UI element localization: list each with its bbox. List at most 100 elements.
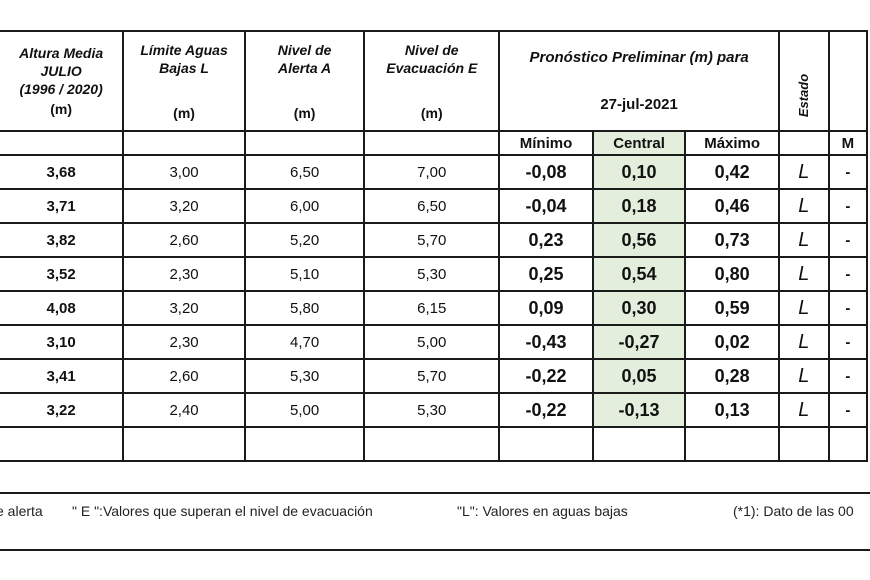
cell-pronostico-maximo: 0,46: [684, 188, 780, 224]
cell-cut: -: [827, 222, 869, 258]
cell-cut: -: [827, 290, 869, 326]
table-row: 3,71 3,20 6,00 6,50 -0,04 0,18 0,46 L -: [0, 188, 869, 224]
cell-nivel-evacuacion: 5,30: [363, 256, 501, 292]
cell-cut: -: [827, 358, 869, 394]
table-row: 4,08 3,20 5,80 6,15 0,09 0,30 0,59 L -: [0, 290, 869, 326]
header-limite-unit: (m): [173, 104, 195, 121]
cell-estado: L: [777, 256, 830, 292]
cell-nivel-evacuacion: 5,70: [363, 222, 501, 258]
cell-pronostico-maximo: 0,59: [684, 290, 780, 326]
cell-nivel-alerta: 5,10: [243, 256, 366, 292]
cell-pronostico-central: 0,54: [591, 256, 687, 292]
header-nivel-alerta: Nivel de Alerta A (m): [243, 30, 366, 132]
subheader-empty: [0, 130, 125, 156]
cell-pronostico-central: 0,10: [591, 154, 687, 190]
subheader-cut: M: [827, 130, 869, 156]
table-row: 3,82 2,60 5,20 5,70 0,23 0,56 0,73 L -: [0, 222, 869, 258]
cell-pronostico-minimo: -0,22: [498, 392, 594, 428]
cell-estado: L: [777, 358, 830, 394]
cell-pronostico-maximo: 0,73: [684, 222, 780, 258]
header-limite-aguas-bajas: Límite Aguas Bajas L (m): [122, 30, 246, 132]
cell-cut: -: [827, 154, 869, 190]
cell-cut: -: [827, 392, 869, 428]
header-limite-line1: Límite Aguas: [140, 41, 228, 58]
cell-nivel-evacuacion: 6,50: [363, 188, 501, 224]
cell-pronostico-maximo: 0,28: [684, 358, 780, 394]
cell-limite-aguas-bajas: 3,20: [122, 188, 246, 224]
header-estado: Estado: [777, 30, 830, 132]
cell-altura-media: 3,10: [0, 324, 125, 360]
subheader-empty: [777, 130, 830, 156]
footnote-dato: (*1): Dato de las 00: [733, 503, 854, 519]
cell-cut: -: [827, 188, 869, 224]
table-row: 3,52 2,30 5,10 5,30 0,25 0,54 0,80 L -: [0, 256, 869, 292]
cell-pronostico-central: -0,27: [591, 324, 687, 360]
header-alerta-line2: Alerta A: [278, 59, 332, 76]
header-altura-line2: JULIO: [40, 63, 82, 79]
empty-cell: [827, 426, 869, 462]
cell-altura-media: 3,52: [0, 256, 125, 292]
cell-estado: L: [777, 392, 830, 428]
cell-pronostico-maximo: 0,02: [684, 324, 780, 360]
cell-pronostico-central: 0,05: [591, 358, 687, 394]
cell-nivel-alerta: 5,30: [243, 358, 366, 394]
cell-limite-aguas-bajas: 2,30: [122, 324, 246, 360]
footnote-box: [0, 492, 870, 551]
cell-pronostico-minimo: 0,25: [498, 256, 594, 292]
subheader-minimo: Mínimo: [498, 130, 594, 156]
cell-pronostico-minimo: -0,43: [498, 324, 594, 360]
cell-pronostico-minimo: 0,09: [498, 290, 594, 326]
empty-cell: [684, 426, 780, 462]
subheader-empty: [122, 130, 246, 156]
cell-cut: -: [827, 324, 869, 360]
subheader-row: Mínimo Central Máximo M: [0, 130, 869, 156]
cell-pronostico-central: 0,30: [591, 290, 687, 326]
table-row: 3,10 2,30 4,70 5,00 -0,43 -0,27 0,02 L -: [0, 324, 869, 360]
cell-altura-media: 3,22: [0, 392, 125, 428]
cell-nivel-alerta: 4,70: [243, 324, 366, 360]
empty-cell: [591, 426, 687, 462]
header-cut-column: [827, 30, 869, 132]
cell-estado: L: [777, 290, 830, 326]
subheader-central: Central: [591, 130, 687, 156]
cell-nivel-alerta: 6,50: [243, 154, 366, 190]
cell-limite-aguas-bajas: 2,30: [122, 256, 246, 292]
subheader-empty: [363, 130, 501, 156]
river-forecast-table: Altura Media JULIO (1996 / 2020) (m) Lím…: [0, 30, 869, 462]
cell-nivel-alerta: 5,00: [243, 392, 366, 428]
header-evac-line1: Nivel de: [404, 41, 459, 58]
cell-nivel-evacuacion: 5,00: [363, 324, 501, 360]
cell-nivel-evacuacion: 5,70: [363, 358, 501, 394]
cell-altura-media: 3,41: [0, 358, 125, 394]
header-evac-unit: (m): [420, 104, 443, 121]
footnote-evacuacion: " E ":Valores que superan el nivel de ev…: [72, 503, 373, 519]
cell-pronostico-minimo: 0,23: [498, 222, 594, 258]
cell-pronostico-central: -0,13: [591, 392, 687, 428]
empty-cell: [363, 426, 501, 462]
cell-limite-aguas-bajas: 2,60: [122, 222, 246, 258]
cell-pronostico-maximo: 0,13: [684, 392, 780, 428]
table-row: 3,22 2,40 5,00 5,30 -0,22 -0,13 0,13 L -: [0, 392, 869, 428]
cell-pronostico-minimo: -0,22: [498, 358, 594, 394]
subheader-maximo: Máximo: [684, 130, 780, 156]
cell-pronostico-central: 0,18: [591, 188, 687, 224]
table-row: 3,68 3,00 6,50 7,00 -0,08 0,10 0,42 L -: [0, 154, 869, 190]
header-pronostico: Pronóstico Preliminar (m) para 27-jul-20…: [498, 30, 780, 132]
cell-estado: L: [777, 154, 830, 190]
footnote-alerta: e alerta: [0, 503, 43, 519]
cell-nivel-evacuacion: 5,30: [363, 392, 501, 428]
cell-pronostico-maximo: 0,42: [684, 154, 780, 190]
cell-pronostico-central: 0,56: [591, 222, 687, 258]
cell-nivel-alerta: 6,00: [243, 188, 366, 224]
footnote-aguas-bajas: "L": Valores en aguas bajas: [457, 503, 628, 519]
cell-altura-media: 3,68: [0, 154, 125, 190]
header-evac-line2: Evacuación E: [386, 59, 478, 76]
cell-altura-media: 3,71: [0, 188, 125, 224]
empty-cell: [0, 426, 125, 462]
cell-limite-aguas-bajas: 2,60: [122, 358, 246, 394]
cell-cut: -: [827, 256, 869, 292]
empty-cell: [777, 426, 830, 462]
cell-estado: L: [777, 324, 830, 360]
header-limite-line2: Bajas L: [159, 59, 209, 76]
cell-limite-aguas-bajas: 3,20: [122, 290, 246, 326]
